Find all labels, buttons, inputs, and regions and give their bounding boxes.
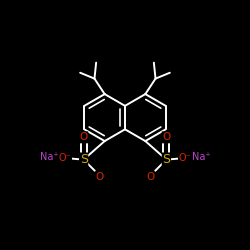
Text: O⁻: O⁻ [59,153,72,164]
Text: O: O [162,132,170,142]
Text: S: S [80,153,88,166]
Text: O: O [96,172,104,182]
Text: O⁻: O⁻ [178,153,191,164]
Text: Na⁺: Na⁺ [40,152,58,162]
Text: Na⁺: Na⁺ [192,152,210,162]
Text: S: S [162,153,170,166]
Text: O: O [80,132,88,142]
Text: O: O [146,172,154,182]
